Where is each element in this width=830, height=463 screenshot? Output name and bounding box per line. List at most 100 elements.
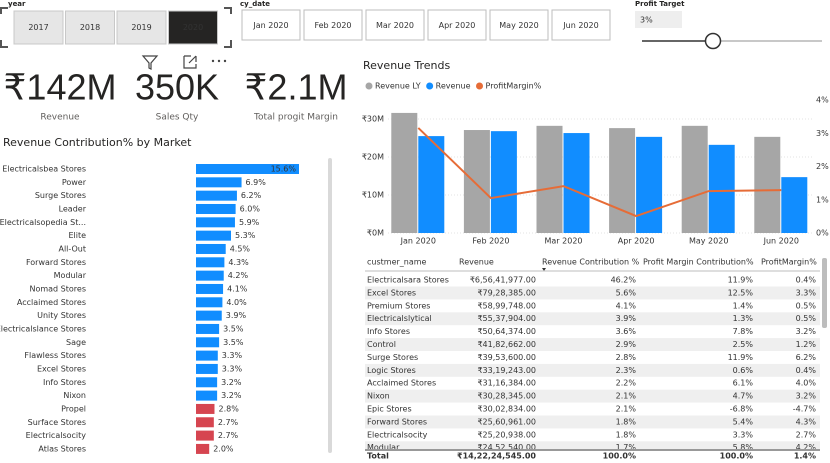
slicer-button[interactable] xyxy=(168,10,218,45)
table-cell: -4.7% xyxy=(793,405,817,414)
slicer-button[interactable] xyxy=(427,9,487,41)
bar xyxy=(681,125,708,233)
slider-knob[interactable] xyxy=(704,32,722,50)
slicer-button-label: 2019 xyxy=(131,23,151,32)
slicer-button[interactable] xyxy=(116,10,167,45)
slicer-button-label: Feb 2020 xyxy=(314,21,351,30)
table-cell[interactable]: Modular xyxy=(367,443,400,452)
data-label: 2.0% xyxy=(213,444,234,453)
table-cell[interactable]: Electricalsara Stores xyxy=(367,276,449,285)
category-label: Surge Stores xyxy=(35,191,86,200)
legend-marker xyxy=(365,82,373,90)
table-cell: 6.2% xyxy=(796,353,817,362)
slicer-button[interactable] xyxy=(65,10,115,45)
bar xyxy=(463,130,490,233)
table-cell[interactable]: Control xyxy=(367,340,396,349)
card-value: 350K xyxy=(135,67,219,108)
table-cell: 11.9% xyxy=(728,276,754,285)
card-label: Revenue xyxy=(40,113,80,123)
bar xyxy=(196,377,218,388)
data-label: 3.5% xyxy=(223,324,244,333)
more-options-icon[interactable] xyxy=(211,59,227,63)
filter-icon[interactable] xyxy=(141,55,159,70)
column-header: Revenue xyxy=(459,258,494,267)
table-cell: -6.8% xyxy=(730,405,754,414)
card-value: ₹142M xyxy=(4,67,117,108)
y-tick-label: ₹0M xyxy=(367,229,384,238)
bar xyxy=(196,350,218,361)
table-cell: 2.9% xyxy=(616,340,637,349)
table-cell[interactable]: Excel Stores xyxy=(367,288,416,297)
table-cell: 1.8% xyxy=(616,417,637,426)
bar xyxy=(196,203,236,214)
table-cell[interactable]: Forward Stores xyxy=(367,417,427,426)
scrollbar[interactable] xyxy=(822,258,827,328)
slicer-button-label: Mar 2020 xyxy=(376,21,414,30)
table-cell: 2.1% xyxy=(616,392,637,401)
table-cell[interactable]: Surge Stores xyxy=(367,353,418,362)
card-value: ₹2.1M xyxy=(245,67,348,108)
table-cell: 5.6% xyxy=(616,288,637,297)
table-cell: 2.8% xyxy=(616,353,637,362)
table-cell[interactable]: Logic Stores xyxy=(367,366,416,375)
table-cell: ₹41,82,662.00 xyxy=(477,340,536,349)
slicer-button[interactable] xyxy=(13,10,64,45)
table-cell[interactable]: Electricalsocity xyxy=(367,430,428,439)
table-cell: 4.1% xyxy=(616,301,637,310)
data-label: 2.8% xyxy=(218,404,239,413)
table-cell[interactable]: Electricalslytical xyxy=(367,314,432,323)
table-cell[interactable]: Nixon xyxy=(367,392,390,401)
input-box[interactable] xyxy=(635,11,682,28)
table-cell: 3.2% xyxy=(796,392,817,401)
table-cell[interactable]: Info Stores xyxy=(367,327,410,336)
line xyxy=(417,127,782,218)
column-header: ProfitMargin% xyxy=(761,258,817,267)
table-cell: ₹50,64,374.00 xyxy=(477,327,536,336)
table-cell: 4.3% xyxy=(796,417,817,426)
slicer-button[interactable] xyxy=(241,9,301,41)
data-label: 4.5% xyxy=(230,244,251,253)
slicer-button[interactable] xyxy=(303,9,363,41)
scrollbar[interactable] xyxy=(328,158,332,453)
bar xyxy=(636,136,663,233)
table-cell: 3.6% xyxy=(616,327,637,336)
data-label: 4.2% xyxy=(228,271,249,280)
table-cell: ₹6,56,41,977.00 xyxy=(470,276,536,285)
bar xyxy=(196,337,220,348)
total-cell: 100.0% xyxy=(720,452,753,461)
slicer-title: year xyxy=(8,0,26,8)
slicer-button[interactable] xyxy=(489,9,549,41)
table-cell: 2.5% xyxy=(733,340,754,349)
slicer-button[interactable] xyxy=(365,9,425,41)
category-label: All-Out xyxy=(58,244,86,253)
data-label: 3.3% xyxy=(222,351,243,360)
category-label: Nixon xyxy=(63,391,86,400)
bar xyxy=(781,177,808,233)
table-cell[interactable]: Epic Stores xyxy=(367,405,412,414)
table-cell: ₹25,20,938.00 xyxy=(477,430,536,439)
table-cell: 1.8% xyxy=(616,430,637,439)
table-cell: 0.6% xyxy=(733,366,754,375)
table-cell: 3.9% xyxy=(616,314,637,323)
table-cell: 2.2% xyxy=(616,379,637,388)
focus-icon[interactable] xyxy=(183,55,197,69)
table-cell[interactable]: Premium Stores xyxy=(367,301,430,310)
slicer-button-label: May 2020 xyxy=(499,21,538,30)
slicer-button[interactable] xyxy=(551,9,611,41)
y-tick-label: ₹30M xyxy=(362,115,384,124)
bar xyxy=(708,144,735,233)
table-cell: 1.3% xyxy=(733,314,754,323)
slicer-button-label: Apr 2020 xyxy=(439,21,476,30)
y2-tick-label: 4% xyxy=(816,96,829,105)
bar xyxy=(196,243,226,254)
y-tick-label: ₹20M xyxy=(362,153,384,162)
category-label: Elite xyxy=(68,231,86,240)
table-cell: 1.4% xyxy=(733,301,754,310)
bar xyxy=(196,230,231,241)
category-label: Unity Stores xyxy=(37,311,86,320)
category-label: Electricalsopedia St... xyxy=(0,218,86,227)
row-band xyxy=(365,338,820,351)
table-cell: 4.7% xyxy=(733,392,754,401)
table-cell[interactable]: Acclaimed Stores xyxy=(367,379,436,388)
